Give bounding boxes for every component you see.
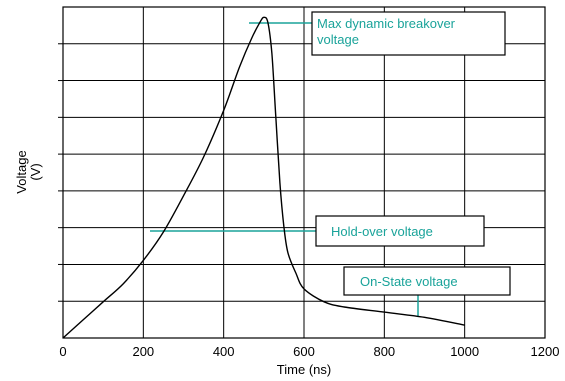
on-state-label-box: [343, 266, 511, 296]
x-tick-label: 1200: [531, 344, 560, 359]
x-tick-label: 600: [293, 344, 315, 359]
y-axis-title-line1: Voltage: [14, 150, 29, 193]
on-state-label: On-State voltage: [360, 274, 458, 289]
hold-over-label-box: [315, 215, 485, 247]
max-breakover-label-box: [311, 11, 506, 56]
max-breakover-label: Max dynamic breakover: [317, 16, 456, 31]
y-axis-title-line2: (V): [28, 163, 43, 180]
hold-over-label: Hold-over voltage: [331, 224, 433, 239]
x-axis-title: Time (ns): [277, 362, 331, 377]
x-tick-labels: 0 200 400 600 800 1000 1200: [59, 344, 559, 359]
x-tick-label: 0: [59, 344, 66, 359]
y-axis-title: Voltage (V): [14, 150, 43, 193]
voltage-curve: [62, 16, 465, 339]
x-tick-label: 400: [213, 344, 235, 359]
x-tick-label: 1000: [450, 344, 479, 359]
max-breakover-label-line2: voltage: [317, 32, 359, 47]
x-tick-label: 200: [132, 344, 154, 359]
x-tick-label: 800: [373, 344, 395, 359]
plot-frame: [62, 6, 546, 339]
grid: [58, 7, 546, 338]
